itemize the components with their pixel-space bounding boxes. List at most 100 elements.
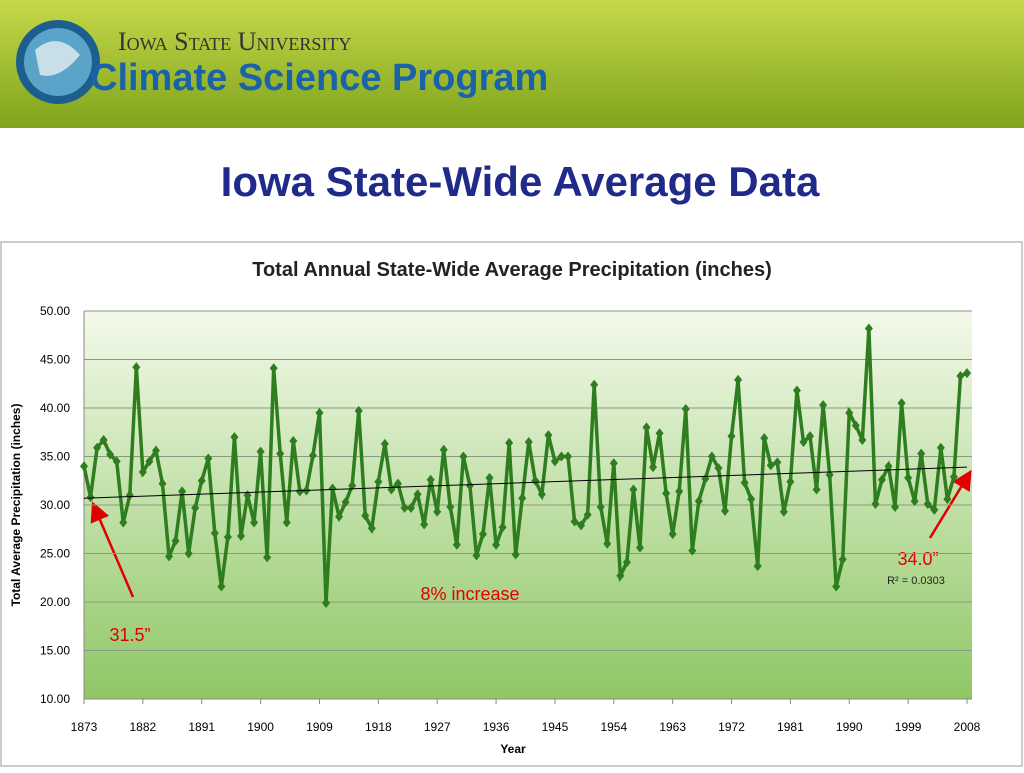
x-tick-label: 1927 — [424, 720, 451, 734]
data-point — [295, 486, 304, 497]
data-point — [459, 451, 468, 462]
data-point — [642, 422, 651, 433]
data-point — [936, 442, 945, 453]
data-point — [250, 517, 259, 528]
data-point — [361, 510, 370, 521]
data-point — [125, 490, 134, 501]
data-point — [851, 420, 860, 431]
data-point — [930, 504, 939, 515]
data-point — [322, 597, 331, 608]
data-point — [779, 506, 788, 517]
data-point — [649, 462, 658, 473]
data-point — [223, 532, 232, 543]
y-tick-label: 20.00 — [40, 595, 70, 609]
data-line — [82, 328, 968, 604]
data-point — [498, 522, 507, 533]
data-point — [864, 323, 873, 334]
y-tick-label: 40.00 — [40, 401, 70, 415]
data-point — [263, 552, 272, 563]
data-point — [505, 437, 514, 448]
data-point — [838, 554, 847, 565]
data-point — [590, 379, 599, 390]
data-point — [256, 446, 265, 457]
y-tick-label: 25.00 — [40, 547, 70, 561]
data-point — [773, 457, 782, 468]
data-point — [413, 489, 422, 500]
data-point — [335, 511, 344, 522]
data-point — [806, 431, 815, 442]
data-point — [446, 501, 455, 512]
data-point — [524, 436, 533, 447]
data-point — [577, 520, 586, 531]
data-point — [531, 475, 540, 486]
data-point — [904, 472, 913, 483]
x-tick-label: 1891 — [188, 720, 215, 734]
data-point — [145, 456, 154, 467]
data-point — [616, 570, 625, 581]
y-axis-label: Total Average Precipitation (inches) — [9, 404, 23, 607]
data-point — [341, 497, 350, 508]
data-point — [688, 545, 697, 556]
data-point — [236, 531, 245, 542]
annotation-change: 8% increase — [420, 584, 519, 604]
header-band — [0, 0, 1024, 128]
data-point — [472, 550, 481, 561]
data-point — [308, 450, 317, 461]
data-point — [289, 435, 298, 446]
data-point — [165, 551, 174, 562]
data-point — [891, 501, 900, 512]
x-tick-label: 1918 — [365, 720, 392, 734]
data-point — [845, 407, 854, 418]
annotation-end: 34.0” — [897, 549, 938, 569]
data-point — [191, 502, 200, 513]
data-point — [380, 438, 389, 449]
data-point — [511, 549, 520, 560]
data-point — [786, 476, 795, 487]
x-tick-label: 1909 — [306, 720, 333, 734]
x-tick-label: 1945 — [542, 720, 569, 734]
data-point — [171, 535, 180, 546]
data-point — [99, 435, 108, 446]
annotation-start: 31.5” — [109, 625, 150, 645]
data-point — [910, 496, 919, 507]
data-point — [217, 581, 226, 592]
data-point — [603, 538, 612, 549]
data-point — [106, 449, 115, 460]
data-point — [282, 517, 291, 528]
data-point — [727, 431, 736, 442]
data-point — [609, 458, 618, 469]
data-point — [433, 506, 442, 517]
data-point — [564, 451, 573, 462]
logo — [16, 20, 100, 104]
data-point — [184, 548, 193, 559]
data-point — [158, 478, 167, 489]
university-name: Iowa State University — [118, 27, 351, 56]
data-point — [760, 433, 769, 444]
data-point — [877, 474, 886, 485]
data-point — [537, 489, 546, 500]
x-axis-label: Year — [500, 742, 526, 756]
x-tick-label: 1981 — [777, 720, 804, 734]
data-point — [753, 561, 762, 572]
data-point — [269, 363, 278, 374]
data-point — [315, 407, 324, 418]
data-point — [747, 494, 756, 505]
data-point — [943, 494, 952, 505]
data-point — [132, 362, 141, 373]
slide-title: Iowa State-Wide Average Data — [221, 158, 820, 205]
data-point — [629, 484, 638, 495]
data-point — [400, 502, 409, 513]
x-tick-label: 1963 — [659, 720, 686, 734]
data-point — [485, 472, 494, 483]
data-point — [681, 403, 690, 414]
data-point — [492, 539, 501, 550]
data-point — [963, 368, 971, 379]
data-point — [138, 467, 147, 478]
x-tick-label: 1936 — [483, 720, 510, 734]
data-point — [799, 436, 808, 447]
data-point — [871, 499, 880, 510]
data-point — [956, 370, 965, 381]
x-tick-label: 2008 — [954, 720, 981, 734]
data-point — [374, 476, 383, 487]
data-point — [393, 478, 402, 489]
